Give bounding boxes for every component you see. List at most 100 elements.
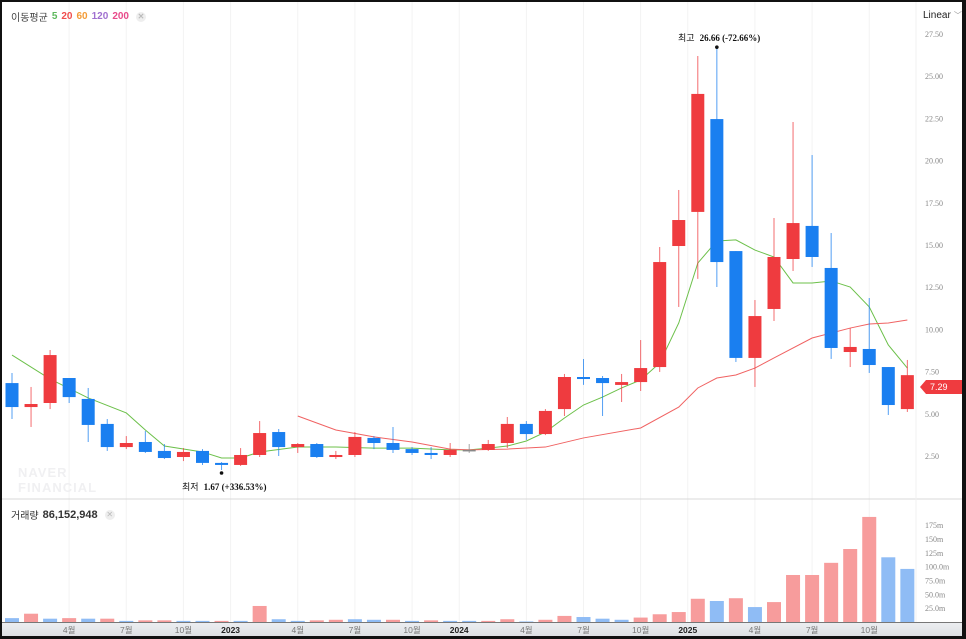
volume-bar [557,615,572,622]
volume-bar [62,618,77,622]
volume-bar [786,574,801,622]
candle-body [348,436,362,455]
volume-tick-label: 125m [925,549,944,558]
ma-period-60[interactable]: 60 [76,11,88,22]
candle-body [862,348,876,366]
candle-body [367,437,381,444]
candle-body [767,256,781,309]
ma-period-20[interactable]: 20 [61,11,73,22]
volume-bar [309,620,324,622]
low-label: 최저 [182,482,199,492]
candle-body [310,444,324,458]
candle [786,121,800,271]
y-tick-label: 17.50 [925,199,943,208]
candle-body [710,119,724,263]
volume-legend[interactable]: 거래량 86,152,948 ✕ [11,507,115,522]
candle [196,449,209,465]
candle-body [386,443,400,450]
volume-axis: 25.0m 50.0m 75.0m 100.0m 125m 150m 175m [925,521,950,613]
volume-bar [271,619,286,622]
candle-body [272,432,286,448]
candle-body [596,378,610,384]
volume-tick-label: 175m [925,521,944,530]
candle-body [138,441,152,452]
volume-bar [728,598,743,622]
scale-dropdown[interactable]: Linear ﹀ [923,10,962,21]
candle [691,55,705,279]
volume-bar [347,619,362,622]
volume-bar [252,605,267,622]
candle [157,444,171,460]
candle [253,421,267,458]
candle [24,386,38,427]
volume-bar [747,607,762,622]
candle [748,300,762,387]
candle-body [405,449,419,453]
candle [43,349,57,410]
volume-bar [176,620,191,622]
candle [824,233,838,359]
candle-body [519,423,533,435]
candle-body [215,462,229,465]
y-tick-label: 12.50 [925,283,943,292]
close-icon[interactable]: ✕ [104,509,115,520]
low-marker-dot [219,471,224,475]
candle [5,372,19,420]
ma-legend[interactable]: 이동평균 5 20 60 120 200 ✕ [11,9,146,24]
candle [500,417,514,449]
candle-body [577,377,590,380]
candle-body [672,220,686,247]
volume-bar [366,619,381,622]
candle-body [557,377,571,410]
volume-bar [81,618,96,622]
volume-tick-label: 50.0m [925,590,946,599]
ma-legend-label: 이동평균 [11,13,48,24]
volume-bar [157,620,172,622]
volume-bar [214,620,229,622]
candle-body [5,383,19,408]
y-tick-label: 25.00 [925,72,943,81]
candle [329,450,343,460]
time-axis[interactable] [2,622,962,636]
ma-period-5[interactable]: 5 [51,11,58,22]
candle [596,375,610,416]
candle-body [424,452,438,455]
candle [481,439,495,451]
ma-period-200[interactable]: 200 [112,11,129,22]
candle [62,378,76,403]
volume-bar [843,549,858,622]
volume-bar [709,600,724,622]
candle-body [119,443,133,448]
candle-body [24,404,38,408]
volume-bar [862,516,877,622]
ma-period-120[interactable]: 120 [91,11,109,22]
low-value: 1.67 (+336.53%) [203,482,267,492]
volume-bar [462,620,477,622]
y-tick-label: 10.00 [925,325,943,334]
close-icon[interactable]: ✕ [136,11,146,22]
watermark-logo: NAVER FINANCIAL [18,465,97,495]
volume-bar [652,614,667,622]
volume-bar [824,562,839,622]
candle-body [881,367,895,406]
volume-tick-label: 150m [925,535,944,544]
candle-body [81,398,95,425]
volume-bar [195,620,210,622]
watermark-line: FINANCIAL [18,480,98,495]
candle [462,444,476,453]
volume-bar [119,620,134,622]
volume-bar [538,619,553,622]
volume-bar [386,619,400,622]
volume-bar [5,618,19,622]
candle-body [253,433,267,455]
chevron-down-icon: ﹀ [953,11,962,20]
candle-body [653,262,667,368]
volume-value: 86,152,948 [42,508,98,521]
volume-bar [633,617,648,622]
candle-body [786,223,800,260]
candle [519,421,533,440]
volume-bar [328,619,343,622]
candle-body [196,450,209,463]
candle [557,373,571,416]
